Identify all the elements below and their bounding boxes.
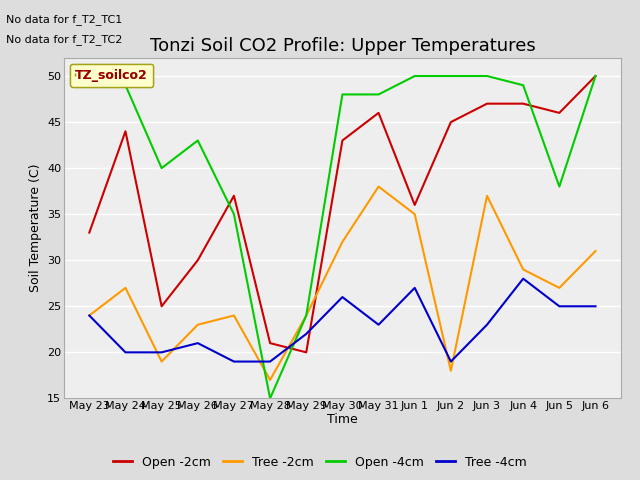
Open -2cm	[266, 340, 274, 346]
Tree -2cm	[556, 285, 563, 291]
Open -2cm	[230, 193, 238, 199]
Tree -4cm	[447, 359, 454, 364]
Open -4cm	[303, 312, 310, 318]
Title: Tonzi Soil CO2 Profile: Upper Temperatures: Tonzi Soil CO2 Profile: Upper Temperatur…	[150, 36, 535, 55]
Open -4cm	[374, 92, 382, 97]
Open -4cm	[266, 396, 274, 401]
Open -4cm	[591, 73, 599, 79]
Tree -4cm	[230, 359, 238, 364]
Open -2cm	[591, 73, 599, 79]
Open -2cm	[86, 230, 93, 236]
Open -4cm	[122, 83, 129, 88]
X-axis label: Time: Time	[327, 413, 358, 426]
Tree -2cm	[447, 368, 454, 373]
Open -4cm	[230, 211, 238, 217]
Tree -4cm	[122, 349, 129, 355]
Open -4cm	[519, 83, 527, 88]
Line: Open -2cm: Open -2cm	[90, 76, 595, 352]
Open -2cm	[194, 257, 202, 263]
Y-axis label: Soil Temperature (C): Soil Temperature (C)	[29, 164, 42, 292]
Tree -4cm	[86, 312, 93, 318]
Open -2cm	[122, 129, 129, 134]
Open -4cm	[411, 73, 419, 79]
Open -4cm	[158, 165, 166, 171]
Tree -4cm	[519, 276, 527, 282]
Tree -4cm	[374, 322, 382, 327]
Open -4cm	[483, 73, 491, 79]
Tree -2cm	[303, 312, 310, 318]
Tree -2cm	[158, 359, 166, 364]
Open -2cm	[158, 303, 166, 309]
Legend: TZ_soilco2: TZ_soilco2	[70, 64, 153, 87]
Tree -4cm	[591, 303, 599, 309]
Tree -4cm	[158, 349, 166, 355]
Text: No data for f_T2_TC1: No data for f_T2_TC1	[6, 14, 123, 25]
Open -4cm	[556, 184, 563, 190]
Tree -2cm	[194, 322, 202, 327]
Open -2cm	[303, 349, 310, 355]
Open -4cm	[194, 138, 202, 144]
Tree -2cm	[339, 239, 346, 245]
Open -4cm	[86, 83, 93, 88]
Tree -2cm	[122, 285, 129, 291]
Tree -2cm	[411, 211, 419, 217]
Tree -2cm	[591, 248, 599, 254]
Tree -4cm	[411, 285, 419, 291]
Tree -4cm	[303, 331, 310, 337]
Open -2cm	[483, 101, 491, 107]
Line: Tree -2cm: Tree -2cm	[90, 187, 595, 380]
Open -4cm	[447, 73, 454, 79]
Tree -4cm	[339, 294, 346, 300]
Tree -2cm	[374, 184, 382, 190]
Tree -2cm	[483, 193, 491, 199]
Open -4cm	[339, 92, 346, 97]
Tree -4cm	[194, 340, 202, 346]
Tree -4cm	[556, 303, 563, 309]
Tree -4cm	[266, 359, 274, 364]
Tree -2cm	[519, 266, 527, 272]
Open -2cm	[374, 110, 382, 116]
Open -2cm	[339, 138, 346, 144]
Open -2cm	[556, 110, 563, 116]
Line: Tree -4cm: Tree -4cm	[90, 279, 595, 361]
Tree -2cm	[230, 312, 238, 318]
Open -2cm	[519, 101, 527, 107]
Tree -2cm	[86, 312, 93, 318]
Tree -2cm	[266, 377, 274, 383]
Line: Open -4cm: Open -4cm	[90, 76, 595, 398]
Open -2cm	[447, 119, 454, 125]
Text: No data for f_T2_TC2: No data for f_T2_TC2	[6, 34, 123, 45]
Legend: Open -2cm, Tree -2cm, Open -4cm, Tree -4cm: Open -2cm, Tree -2cm, Open -4cm, Tree -4…	[108, 451, 532, 474]
Open -2cm	[411, 202, 419, 208]
Tree -4cm	[483, 322, 491, 327]
